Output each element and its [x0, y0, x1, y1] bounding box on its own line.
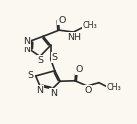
Text: S: S	[52, 53, 58, 62]
Text: O: O	[76, 65, 83, 74]
Text: CH₃: CH₃	[106, 83, 121, 92]
Text: N: N	[23, 37, 30, 46]
Text: O: O	[84, 86, 91, 95]
Text: O: O	[58, 16, 65, 25]
Text: S: S	[38, 56, 43, 65]
Text: N: N	[36, 86, 43, 95]
Text: N: N	[23, 45, 30, 54]
Text: CH₃: CH₃	[82, 21, 97, 30]
Text: S: S	[28, 71, 34, 80]
Text: NH: NH	[67, 32, 81, 42]
Text: N: N	[50, 89, 57, 98]
